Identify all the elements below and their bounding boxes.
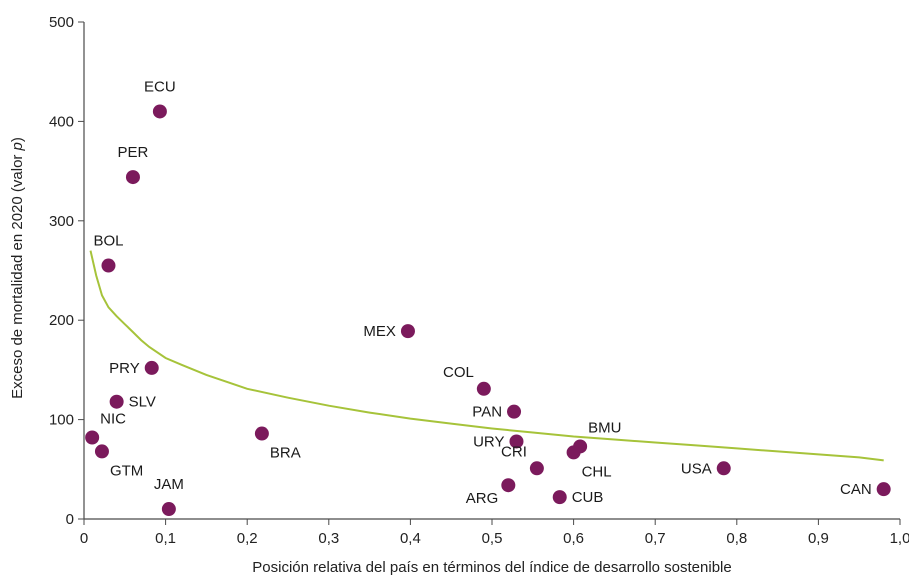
trend-line-group (89, 250, 884, 462)
x-axis-title: Posición relativa del país en términos d… (252, 559, 731, 576)
data-points (85, 104, 891, 517)
point-mex (400, 324, 415, 339)
point-label-per: PER (118, 144, 149, 161)
x-tick-label: 0,4 (400, 530, 421, 547)
data-point-labels: ECU PER BOL MEX PRY COL SLV PAN NIC BRA URY BMU GTM C… (93, 78, 871, 507)
point-label-chl: CHL (582, 463, 612, 480)
point-ury (509, 434, 524, 449)
point-label-can: CAN (840, 481, 872, 498)
x-tick-label: 0,7 (645, 530, 666, 547)
point-label-nic: NIC (100, 410, 126, 427)
point-label-usa: USA (681, 460, 712, 477)
x-tick-label: 0 (80, 530, 88, 547)
y-tick-label: 300 (49, 213, 74, 230)
point-usa (716, 461, 731, 476)
y-tick-label: 500 (49, 14, 74, 31)
x-tick-label: 0,8 (726, 530, 747, 547)
x-tick-label: 0,6 (563, 530, 584, 547)
y-axis-title-italic: p (9, 142, 26, 151)
y-tick-label: 100 (49, 412, 74, 429)
point-chl (566, 445, 581, 460)
point-can (876, 482, 891, 497)
point-cri (529, 461, 544, 476)
point-ecu (152, 104, 167, 119)
y-tick-label: 0 (66, 511, 74, 528)
x-tick-label: 0,9 (808, 530, 829, 547)
point-label-jam: JAM (154, 476, 184, 493)
point-pan (507, 404, 522, 419)
point-label-mex: MEX (363, 323, 396, 340)
point-label-slv: SLV (129, 394, 156, 411)
point-per (125, 170, 140, 185)
point-arg (501, 478, 516, 493)
y-axis-title-prefix: Exceso de mortalidad en 2020 (valor (9, 150, 26, 398)
x-tick-label: 0,5 (482, 530, 503, 547)
point-col (476, 381, 491, 396)
x-axis-ticks: 0 0,1 0,2 0,3 0,4 0,5 0,6 0,7 0,8 0,9 1,0 (80, 519, 909, 547)
x-tick-label: 0,3 (318, 530, 339, 547)
y-tick-label: 200 (49, 312, 74, 329)
x-tick-label: 0,1 (155, 530, 176, 547)
y-tick-label: 400 (49, 113, 74, 130)
point-pry (144, 360, 159, 375)
point-bra (254, 426, 269, 441)
point-cub (552, 490, 567, 505)
point-label-arg: ARG (466, 490, 499, 507)
point-label-pan: PAN (472, 404, 502, 421)
point-label-bol: BOL (93, 233, 123, 250)
point-slv (109, 394, 124, 409)
point-jam (161, 502, 176, 517)
y-axis-title: Exceso de mortalidad en 2020 (valor p) (9, 137, 26, 399)
y-axis-ticks: 0 100 200 300 400 500 (49, 14, 84, 528)
y-axis-title-suffix: ) (9, 137, 26, 142)
point-label-pry: PRY (109, 360, 140, 377)
point-label-ecu: ECU (144, 78, 176, 95)
point-label-col: COL (443, 364, 474, 381)
point-bol (101, 258, 116, 273)
trend-line (89, 250, 884, 462)
point-label-gtm: GTM (110, 462, 143, 479)
x-tick-label: 1,0 (890, 530, 909, 547)
point-label-bmu: BMU (588, 419, 621, 436)
x-tick-label: 0,2 (237, 530, 258, 547)
point-label-bra: BRA (270, 445, 301, 462)
point-gtm (94, 444, 109, 459)
point-nic (85, 430, 100, 445)
point-label-cri: CRI (501, 443, 527, 460)
point-label-cub: CUB (572, 489, 604, 506)
point-label-ury: URY (473, 433, 504, 450)
